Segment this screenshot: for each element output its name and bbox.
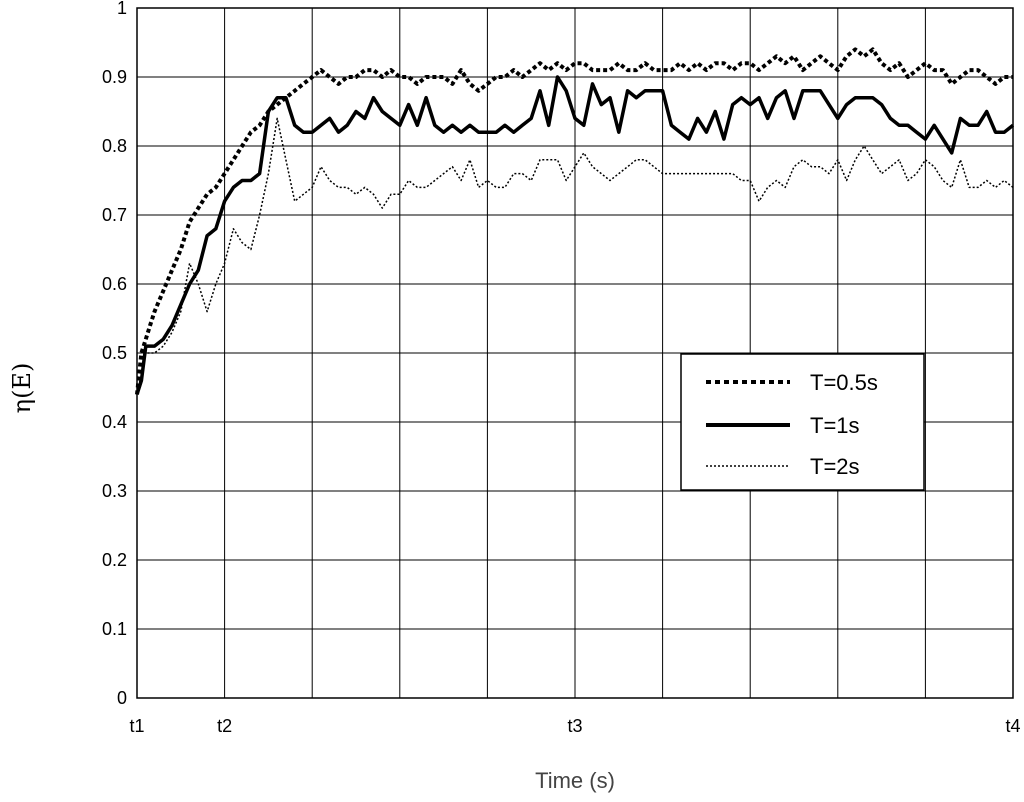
y-tick-label: 0.2: [102, 550, 127, 570]
y-tick-label: 0.9: [102, 67, 127, 87]
x-tick-label: t1: [129, 716, 144, 736]
x-tick-label: t2: [217, 716, 232, 736]
plot-frame: [136, 7, 1014, 699]
y-tick-label: 0.1: [102, 619, 127, 639]
x-tick-label: t3: [567, 716, 582, 736]
legend-label-2: T=2s: [810, 454, 860, 479]
y-tick-label: 0.5: [102, 343, 127, 363]
y-tick-label: 0.6: [102, 274, 127, 294]
y-tick-labels: 0 0.1 0.2 0.3 0.4 0.5 0.6 0.7 0.8 0.9 1: [102, 0, 127, 708]
series-line-2: [136, 117, 1014, 395]
y-tick-label: 0: [117, 688, 127, 708]
x-tick-labels: t1 t2 t3 t4: [129, 716, 1020, 736]
legend: T=0.5s T=1s T=2s: [680, 353, 925, 491]
x-tick-label: t4: [1005, 716, 1020, 736]
x-axis-label: Time (s): [535, 768, 615, 793]
y-tick-label: 0.3: [102, 481, 127, 501]
y-tick-label: 0.7: [102, 205, 127, 225]
series-layer: [135, 47, 1015, 395]
y-tick-label: 0.4: [102, 412, 127, 432]
legend-label-0: T=0.5s: [810, 370, 878, 395]
y-tick-label: 0.8: [102, 136, 127, 156]
y-tick-label: 1: [117, 0, 127, 18]
series-line-1: [135, 75, 1015, 395]
y-axis-label: η(E): [8, 363, 36, 414]
legend-label-1: T=1s: [810, 413, 860, 438]
legend-box: [680, 353, 925, 491]
